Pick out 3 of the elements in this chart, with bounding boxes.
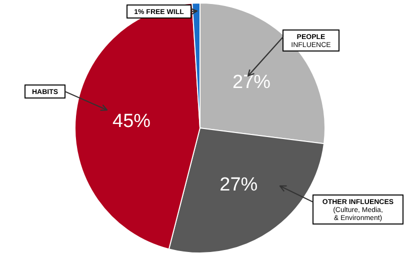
data-label: 45% <box>112 111 151 132</box>
data-label: 27% <box>220 174 258 196</box>
data-label: 27% <box>232 72 271 94</box>
